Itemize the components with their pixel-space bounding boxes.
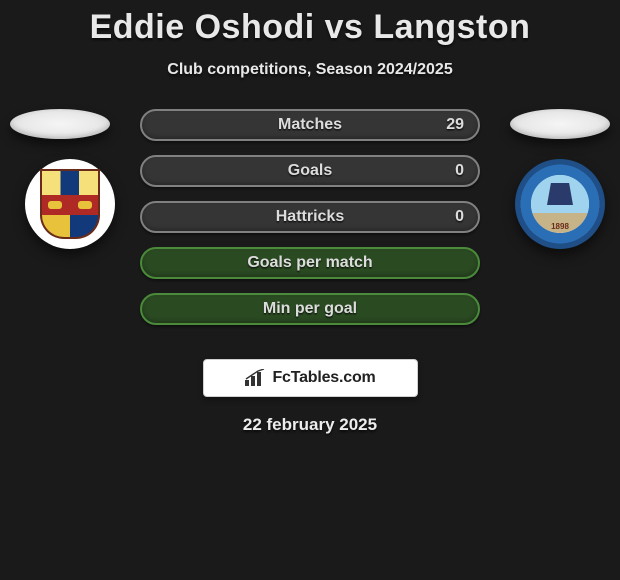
comparison-stage: 1898 Matches 29 Goals 0 Hattricks 0 Goals per …	[0, 109, 620, 339]
stat-label: Goals	[288, 162, 332, 180]
stat-pill: Min per goal	[140, 293, 480, 325]
wealdstone-crest	[25, 159, 115, 249]
snapshot-date: 22 february 2025	[0, 415, 620, 435]
stat-label: Matches	[278, 116, 342, 134]
bars-icon	[244, 369, 266, 387]
player-plate-right	[510, 109, 610, 139]
stats-list: Matches 29 Goals 0 Hattricks 0 Goals per match…	[140, 109, 480, 325]
stat-value: 29	[446, 116, 464, 134]
stat-value: 0	[455, 162, 464, 180]
stat-pill: Goals 0	[140, 155, 480, 187]
stat-value: 0	[455, 208, 464, 226]
club-badge-right: 1898	[515, 159, 605, 249]
stat-pill: Goals per match	[140, 247, 480, 279]
stat-pill: Hattricks 0	[140, 201, 480, 233]
brand-text: FcTables.com	[272, 369, 375, 387]
stat-label: Goals per match	[247, 254, 372, 272]
page-title: Eddie Oshodi vs Langston	[0, 0, 620, 47]
stat-pill: Matches 29	[140, 109, 480, 141]
stat-label: Hattricks	[276, 208, 344, 226]
season-subtitle: Club competitions, Season 2024/2025	[0, 61, 620, 79]
braintree-crest: 1898	[515, 159, 605, 249]
brand-watermark: FcTables.com	[203, 359, 418, 397]
player-plate-left	[10, 109, 110, 139]
stat-label: Min per goal	[263, 300, 357, 318]
club-badge-left	[25, 159, 115, 249]
